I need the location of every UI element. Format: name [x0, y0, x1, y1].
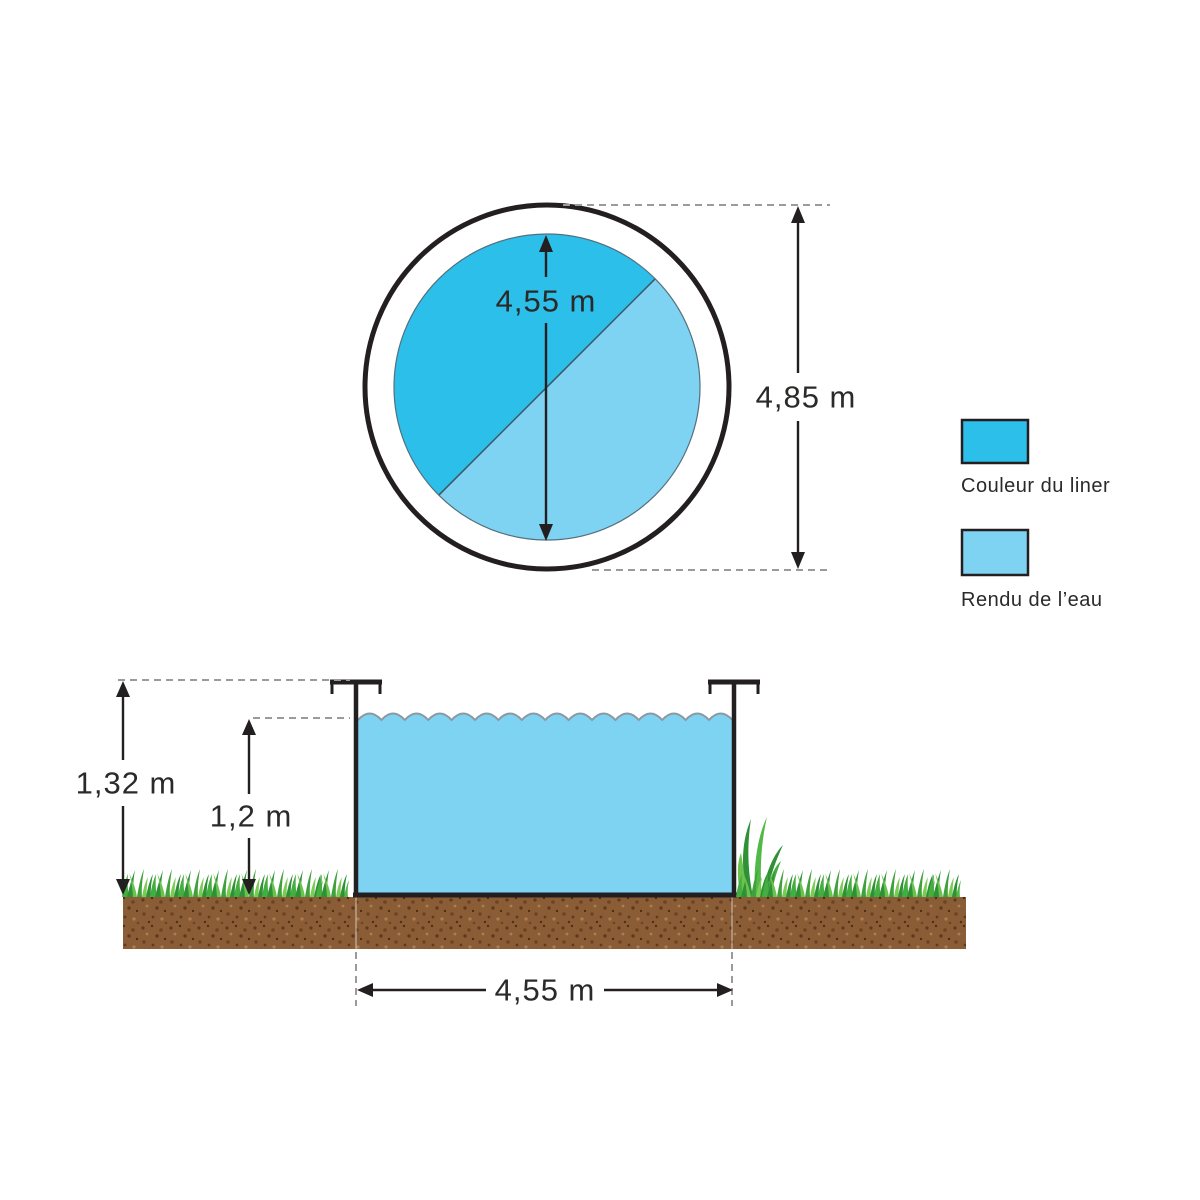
liner-color-half [393, 233, 656, 496]
arrow-up-icon [116, 681, 130, 697]
arrow-up-icon [791, 206, 805, 223]
pool-rail-left [330, 679, 382, 694]
ground-soil [123, 897, 966, 949]
arrow-right-icon [717, 983, 733, 997]
top-view: 4,55 m 4,85 m [362, 202, 857, 572]
water-render-half [438, 278, 701, 541]
side-view: 1,32 m 1,2 m 4,55 m [76, 679, 966, 1008]
outer-diameter-label: 4,85 m [756, 380, 857, 415]
legend: Couleur du liner Rendu de l’eau [960, 418, 1110, 611]
water-height-label: 1,2 m [210, 799, 293, 834]
arrow-down-icon [791, 552, 805, 569]
arrow-up-icon [539, 235, 553, 252]
arrow-down-icon [116, 879, 130, 895]
water-surface-line [357, 712, 734, 722]
pool-rail-right [708, 679, 760, 694]
arrow-left-icon [357, 983, 373, 997]
legend-item-water: Rendu de l’eau [960, 528, 1103, 611]
water-height-dimension: 1,2 m [210, 717, 350, 895]
inner-diameter-dimension: 4,55 m [496, 235, 597, 541]
liner-color-swatch [960, 418, 1030, 465]
water-render-swatch [960, 528, 1030, 577]
arrow-up-icon [242, 719, 256, 735]
pool-water [358, 713, 733, 893]
legend-item-liner: Couleur du liner [960, 418, 1110, 497]
arrow-down-icon [242, 879, 256, 895]
liner-legend-label: Couleur du liner [961, 475, 1110, 497]
pool-inner-edge [393, 233, 701, 541]
structure-height-dimension: 1,32 m [76, 679, 350, 895]
water-legend-label: Rendu de l’eau [961, 589, 1103, 611]
structure-height-label: 1,32 m [76, 766, 177, 801]
grass-left [122, 869, 349, 897]
width-label: 4,55 m [495, 973, 596, 1008]
grass-right [736, 817, 961, 897]
outer-diameter-dimension: 4,85 m [563, 204, 857, 571]
width-dimension: 4,55 m [355, 952, 733, 1008]
arrow-down-icon [539, 524, 553, 541]
inner-diameter-label: 4,55 m [496, 284, 597, 319]
